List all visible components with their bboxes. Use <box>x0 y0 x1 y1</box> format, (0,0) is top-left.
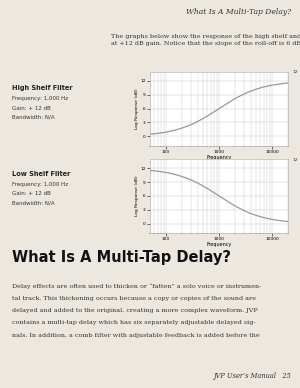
Text: 12: 12 <box>292 70 298 74</box>
Text: Gain: + 12 dB: Gain: + 12 dB <box>12 191 51 196</box>
Text: 12: 12 <box>292 158 298 162</box>
Text: JVP User’s Manual   25: JVP User’s Manual 25 <box>213 372 291 379</box>
Y-axis label: Log Response (dB): Log Response (dB) <box>135 176 139 216</box>
Text: Gain: + 12 dB: Gain: + 12 dB <box>12 106 51 111</box>
Text: Delay effects are often used to thicken or “fatten” a solo voice or instrumen-: Delay effects are often used to thicken … <box>12 283 261 289</box>
Text: What Is A Multi-Tap Delay?: What Is A Multi-Tap Delay? <box>12 250 231 265</box>
Text: Frequency: 1,000 Hz: Frequency: 1,000 Hz <box>12 96 68 101</box>
X-axis label: Frequency: Frequency <box>206 155 232 160</box>
Text: Frequency: 1,000 Hz: Frequency: 1,000 Hz <box>12 182 68 187</box>
Text: contains a multi-tap delay which has six separately adjustable delayed sig-: contains a multi-tap delay which has six… <box>12 320 256 326</box>
Text: Bandwidth: N/A: Bandwidth: N/A <box>12 115 55 120</box>
Text: Bandwidth: N/A: Bandwidth: N/A <box>12 200 55 205</box>
Text: delayed and added to the original, creating a more complex waveform. JVP: delayed and added to the original, creat… <box>12 308 258 313</box>
X-axis label: Frequency: Frequency <box>206 242 232 248</box>
Text: The graphs below show the response of the high shelf and low shelf filters
at +1: The graphs below show the response of th… <box>111 34 300 46</box>
Text: What Is A Multi-Tap Delay?: What Is A Multi-Tap Delay? <box>186 8 291 16</box>
Text: tal track. This thickening occurs because a copy or copies of the sound are: tal track. This thickening occurs becaus… <box>12 296 256 301</box>
Text: Low Shelf Filter: Low Shelf Filter <box>12 171 70 177</box>
Y-axis label: Log Response (dB): Log Response (dB) <box>135 88 139 129</box>
Text: nals. In addition, a comb filter with adjustable feedback is added before the: nals. In addition, a comb filter with ad… <box>12 333 260 338</box>
Text: High Shelf Filter: High Shelf Filter <box>12 85 73 91</box>
